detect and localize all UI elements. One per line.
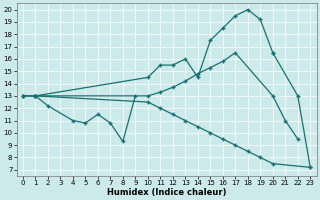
X-axis label: Humidex (Indice chaleur): Humidex (Indice chaleur): [107, 188, 226, 197]
